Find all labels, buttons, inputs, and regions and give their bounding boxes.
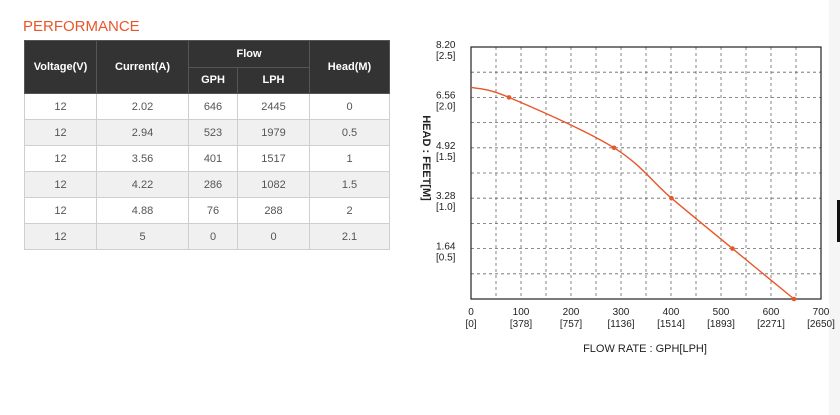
cell-head: 0 <box>309 93 390 120</box>
table-row: 12 2.94 523 1979 0.5 <box>24 119 390 146</box>
x-tick-label: 200 <box>563 307 580 318</box>
header-flow: Flow <box>188 40 310 68</box>
data-point <box>730 246 735 251</box>
table-row: 12 5 0 0 2.1 <box>24 223 390 250</box>
axis-ticks: 0[0] 100[378] 200[757] 300[1136] 400[1514] 50… <box>436 40 835 330</box>
header-lph: LPH <box>237 66 310 94</box>
y-tick-label: 8.20 <box>436 40 456 51</box>
plot-frame <box>470 46 822 300</box>
header-voltage: Voltage(V) <box>24 40 97 94</box>
y-tick-label-m: [0.5] <box>436 253 456 264</box>
cell-lph: 0 <box>237 223 310 250</box>
cell-head: 1.5 <box>309 171 390 198</box>
cell-voltage: 12 <box>24 171 97 198</box>
cell-lph: 1082 <box>237 171 310 198</box>
cell-current: 5 <box>96 223 189 250</box>
cell-gph: 286 <box>188 171 238 198</box>
cell-voltage: 12 <box>24 223 97 250</box>
cell-gph: 523 <box>188 119 238 146</box>
x-tick-label: 0 <box>468 307 474 318</box>
cell-lph: 288 <box>237 197 310 224</box>
y-tick-label: 6.56 <box>436 90 456 101</box>
series-markers <box>506 95 797 302</box>
cell-head: 1 <box>309 145 390 172</box>
cell-current: 3.56 <box>96 145 189 172</box>
y-tick-label-m: [1.5] <box>436 152 456 163</box>
y-tick-label-m: [1.0] <box>436 202 456 213</box>
x-tick-label-lph: [1136] <box>607 319 634 330</box>
table-row: 12 4.88 76 288 2 <box>24 197 390 224</box>
y-tick-label: 3.28 <box>436 191 456 202</box>
scroll-indicator[interactable] <box>837 200 840 242</box>
x-axis-label: FLOW RATE : GPH[LPH] <box>583 343 707 355</box>
table-row: 12 4.22 286 1082 1.5 <box>24 171 390 198</box>
cell-head: 2.1 <box>309 223 390 250</box>
x-tick-label-lph: [378] <box>510 319 532 330</box>
x-tick-label-lph: [0] <box>465 319 476 330</box>
cell-gph: 76 <box>188 197 238 224</box>
x-tick-label: 500 <box>713 307 730 318</box>
cell-gph: 401 <box>188 145 238 172</box>
y-tick-label: 1.64 <box>436 242 456 253</box>
data-point <box>611 145 617 151</box>
series-line <box>470 86 795 300</box>
header-gph: GPH <box>188 66 238 94</box>
x-tick-label-lph: [2650] <box>807 319 835 330</box>
cell-lph: 1979 <box>237 119 310 146</box>
x-tick-label: 400 <box>663 307 680 318</box>
cell-lph: 2445 <box>237 93 310 120</box>
cell-current: 4.88 <box>96 197 189 224</box>
x-tick-label: 100 <box>513 307 530 318</box>
x-tick-label-lph: [1514] <box>657 319 685 330</box>
header-head: Head(M) <box>309 40 390 94</box>
y-axis-label: HEAD : FEET[M] <box>420 115 432 201</box>
table-row: 12 2.02 646 2445 0 <box>24 93 390 120</box>
x-tick-label: 600 <box>763 307 780 318</box>
cell-voltage: 12 <box>24 93 97 120</box>
cell-current: 4.22 <box>96 171 189 198</box>
y-tick-label-m: [2.5] <box>436 51 456 62</box>
y-tick-label-m: [2.0] <box>436 101 456 112</box>
x-tick-label: 300 <box>613 307 630 318</box>
x-tick-label-lph: [1893] <box>707 319 735 330</box>
x-tick-label: 700 <box>813 307 830 318</box>
y-tick-label: 4.92 <box>436 141 456 152</box>
table-row: 12 3.56 401 1517 1 <box>24 145 390 172</box>
cell-head: 0.5 <box>309 119 390 146</box>
cell-gph: 646 <box>188 93 238 120</box>
section-title: PERFORMANCE <box>23 18 140 35</box>
data-point <box>506 95 512 100</box>
data-point <box>791 296 797 302</box>
cell-gph: 0 <box>188 223 238 250</box>
x-tick-label-lph: [757] <box>560 319 582 330</box>
performance-table: Voltage(V) Current(A) Flow Head(M) GPH L… <box>24 40 390 250</box>
x-tick-label-lph: [2271] <box>757 319 785 330</box>
header-current: Current(A) <box>96 40 189 94</box>
data-point <box>669 195 674 201</box>
right-edge-panel <box>829 0 840 415</box>
